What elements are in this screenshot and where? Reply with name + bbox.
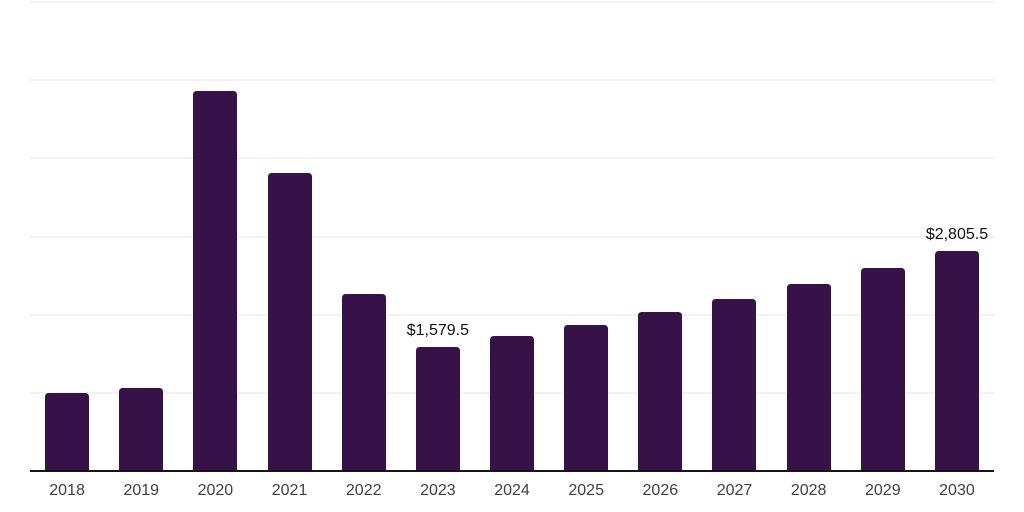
x-tick-2021: 2021 (271, 482, 308, 499)
bar-2021[interactable] (267, 172, 312, 470)
bar-slot-2022 (327, 1, 401, 470)
x-tick-2025: 2025 (568, 482, 604, 499)
bar-slot-2020 (178, 1, 252, 470)
x-tick-2027: 2027 (716, 482, 753, 499)
grid-line (30, 1, 994, 3)
bar-2022[interactable] (341, 294, 386, 470)
bar-2028[interactable] (786, 283, 831, 470)
bar-slot-2023: $1,579.5 (401, 1, 475, 470)
bar-slot-2027 (697, 1, 771, 470)
x-tick-2030: 2030 (939, 482, 975, 499)
bar-slot-2028 (772, 1, 846, 470)
bar-2030[interactable] (934, 250, 979, 470)
x-tick-2024: 2024 (494, 482, 530, 499)
plot-area: $1,579.5 $2,805.5 (30, 1, 994, 472)
bar-slot-2024 (475, 1, 549, 470)
bars-row: $1,579.5 $2,805.5 (30, 1, 994, 470)
bar-slot-2026 (623, 1, 697, 470)
x-tick-2023: 2023 (420, 482, 456, 499)
bar-2023[interactable] (415, 346, 460, 470)
bar-slot-2029 (846, 1, 920, 470)
bar-2020[interactable] (193, 90, 238, 470)
bar-2026[interactable] (638, 312, 683, 470)
grid-line (30, 79, 994, 82)
bar-2019[interactable] (119, 387, 164, 470)
bar-slot-2019 (104, 1, 178, 470)
bar-2027[interactable] (712, 298, 757, 470)
x-tick-2029: 2029 (865, 482, 901, 499)
x-axis-labels: 2018 2019 2020 2021 2022 2023 2024 2025 2026 2027… (30, 479, 994, 503)
bar-2025[interactable] (564, 324, 609, 470)
bar-slot-2018 (30, 1, 104, 470)
x-tick-2022: 2022 (345, 482, 382, 499)
bar-2018[interactable] (45, 392, 90, 470)
bar-slot-2025 (549, 1, 623, 470)
x-tick-2020: 2020 (197, 482, 234, 499)
bar-slot-2030: $2,805.5 (920, 1, 994, 470)
x-tick-2026: 2026 (642, 482, 679, 499)
bar-value-label-2030: $2,805.5 (925, 225, 989, 243)
x-tick-2028: 2028 (790, 482, 827, 499)
bar-slot-2021 (252, 1, 326, 470)
grid-line (30, 157, 994, 160)
bar-2024[interactable] (490, 335, 535, 470)
grid-line (30, 313, 994, 316)
bar-value-label-2023: $1,579.5 (406, 321, 469, 339)
grid-line (30, 235, 994, 238)
x-tick-2019: 2019 (123, 482, 160, 499)
bar-2029[interactable] (860, 267, 905, 470)
x-tick-2018: 2018 (49, 482, 85, 499)
